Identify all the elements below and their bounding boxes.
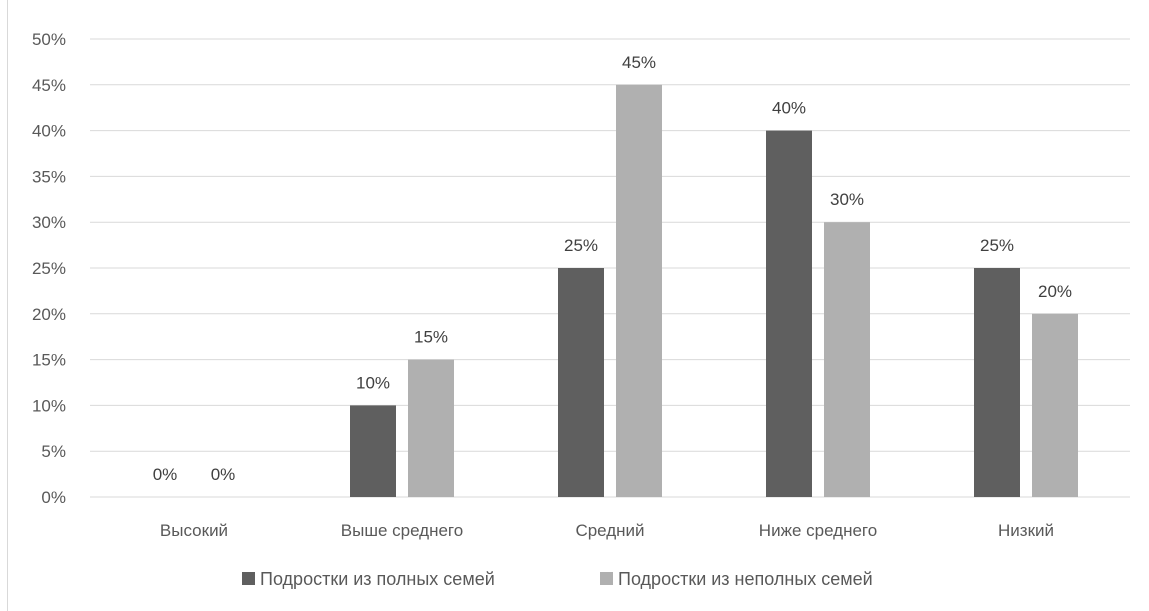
x-tick-label: Низкий [998,521,1054,540]
data-label: 25% [564,236,598,255]
y-tick-label: 20% [32,305,66,324]
legend: Подростки из полных семей Подростки из не… [242,569,873,589]
x-axis: Высокий Выше среднего Средний Ниже среднего… [160,521,1054,540]
y-tick-label: 15% [32,351,66,370]
bar [558,268,604,497]
bar [408,359,454,497]
data-label: 25% [980,236,1014,255]
gridlines [90,38,1130,498]
y-tick-label: 0% [41,488,66,507]
bar [766,130,812,497]
chart-frame [7,0,1149,611]
x-tick-label: Средний [575,521,644,540]
data-label: 20% [1038,282,1072,301]
data-label: 15% [414,328,448,347]
y-tick-label: 5% [41,442,66,461]
data-label: 10% [356,373,390,392]
x-tick-label: Высокий [160,521,228,540]
legend-label: Подростки из полных семей [260,569,495,589]
x-tick-label: Ниже среднего [759,521,877,540]
legend-swatch [600,572,613,585]
x-tick-label: Выше среднего [341,521,463,540]
y-axis: 0% 5% 10% 15% 20% 25% 30% 35% 40% 45% 50% [32,30,66,507]
bar [350,405,396,497]
legend-swatch [242,572,255,585]
y-tick-label: 40% [32,122,66,141]
data-label: 45% [622,53,656,72]
y-tick-label: 30% [32,213,66,232]
y-tick-label: 25% [32,259,66,278]
data-label: 30% [830,190,864,209]
bars: 0% 0% 10% 15% 25% 45% 40% 30% 25% 20% [153,53,1078,498]
data-label: 0% [153,465,178,484]
y-tick-label: 50% [32,30,66,49]
y-tick-label: 10% [32,396,66,415]
y-tick-label: 45% [32,76,66,95]
bar [824,222,870,497]
y-tick-label: 35% [32,167,66,186]
bar [616,84,662,498]
data-label: 0% [211,465,236,484]
bar [974,268,1020,497]
legend-label: Подростки из неполных семей [618,569,873,589]
bar [1032,313,1078,497]
data-label: 40% [772,99,806,118]
